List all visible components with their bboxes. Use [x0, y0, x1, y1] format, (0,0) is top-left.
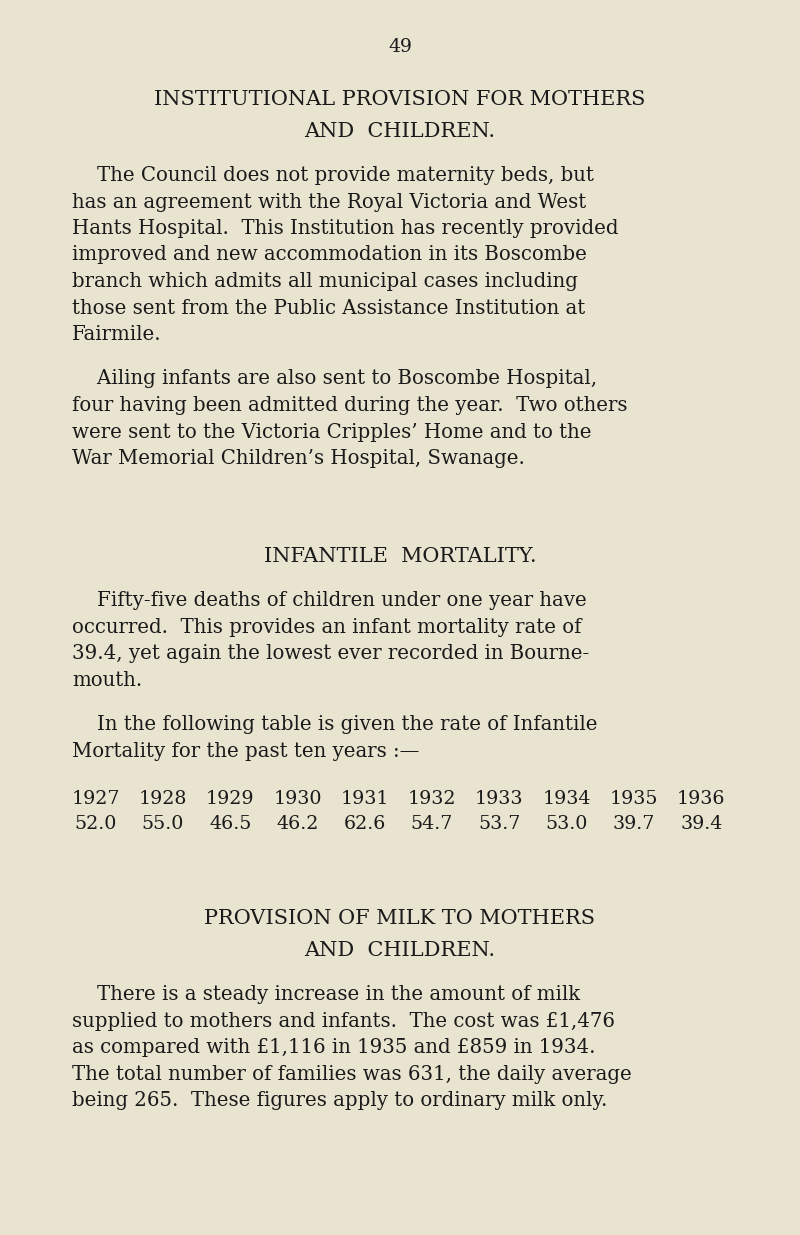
Text: 39.4: 39.4: [680, 815, 722, 832]
Text: Mortality for the past ten years :—: Mortality for the past ten years :—: [72, 742, 419, 761]
Text: 1935: 1935: [610, 790, 658, 809]
Text: 1928: 1928: [138, 790, 187, 809]
Text: 1929: 1929: [206, 790, 254, 809]
Text: Fairmile.: Fairmile.: [72, 325, 162, 345]
Text: Hants Hospital.  This Institution has recently provided: Hants Hospital. This Institution has rec…: [72, 219, 618, 238]
Text: 54.7: 54.7: [411, 815, 454, 832]
Text: INSTITUTIONAL PROVISION FOR MOTHERS: INSTITUTIONAL PROVISION FOR MOTHERS: [154, 90, 646, 109]
Text: There is a steady increase in the amount of milk: There is a steady increase in the amount…: [72, 986, 580, 1004]
Text: as compared with £1,116 in 1935 and £859 in 1934.: as compared with £1,116 in 1935 and £859…: [72, 1039, 595, 1057]
Text: those sent from the Public Assistance Institution at: those sent from the Public Assistance In…: [72, 299, 586, 317]
Text: Ailing infants are also sent to Boscombe Hospital,: Ailing infants are also sent to Boscombe…: [72, 369, 597, 389]
Text: occurred.  This provides an infant mortality rate of: occurred. This provides an infant mortal…: [72, 618, 582, 637]
Text: 1930: 1930: [274, 790, 322, 809]
Text: The total number of families was 631, the daily average: The total number of families was 631, th…: [72, 1065, 632, 1084]
Text: 1934: 1934: [542, 790, 591, 809]
Text: branch which admits all municipal cases including: branch which admits all municipal cases …: [72, 272, 578, 291]
Text: 1936: 1936: [677, 790, 726, 809]
Text: 1931: 1931: [341, 790, 389, 809]
Text: improved and new accommodation in its Boscombe: improved and new accommodation in its Bo…: [72, 246, 587, 264]
Text: 49: 49: [388, 38, 412, 56]
Text: In the following table is given the rate of Infantile: In the following table is given the rate…: [72, 715, 598, 735]
Text: 39.7: 39.7: [613, 815, 655, 832]
Text: 1933: 1933: [475, 790, 524, 809]
Text: were sent to the Victoria Cripples’ Home and to the: were sent to the Victoria Cripples’ Home…: [72, 422, 591, 441]
Text: 1932: 1932: [408, 790, 456, 809]
Text: supplied to mothers and infants.  The cost was £1,476: supplied to mothers and infants. The cos…: [72, 1011, 615, 1031]
Text: War Memorial Children’s Hospital, Swanage.: War Memorial Children’s Hospital, Swanag…: [72, 450, 525, 468]
Text: being 265.  These figures apply to ordinary milk only.: being 265. These figures apply to ordina…: [72, 1092, 607, 1110]
Text: 53.7: 53.7: [478, 815, 521, 832]
Text: 52.0: 52.0: [74, 815, 117, 832]
Text: The Council does not provide maternity beds, but: The Council does not provide maternity b…: [72, 165, 594, 185]
Text: 1927: 1927: [71, 790, 120, 809]
Text: has an agreement with the Royal Victoria and West: has an agreement with the Royal Victoria…: [72, 193, 586, 211]
Text: 62.6: 62.6: [343, 815, 386, 832]
Text: PROVISION OF MILK TO MOTHERS: PROVISION OF MILK TO MOTHERS: [205, 909, 595, 929]
Text: Fifty-five deaths of children under one year have: Fifty-five deaths of children under one …: [72, 592, 586, 610]
Text: 53.0: 53.0: [546, 815, 588, 832]
Text: mouth.: mouth.: [72, 671, 142, 690]
Text: four having been admitted during the year.  Two others: four having been admitted during the yea…: [72, 396, 627, 415]
Text: AND  CHILDREN.: AND CHILDREN.: [305, 122, 495, 141]
Text: 55.0: 55.0: [142, 815, 184, 832]
Text: 39.4, yet again the lowest ever recorded in Bourne-: 39.4, yet again the lowest ever recorded…: [72, 645, 590, 663]
Text: AND  CHILDREN.: AND CHILDREN.: [305, 941, 495, 961]
Text: INFANTILE  MORTALITY.: INFANTILE MORTALITY.: [264, 547, 536, 567]
Text: 46.5: 46.5: [209, 815, 251, 832]
Text: 46.2: 46.2: [276, 815, 318, 832]
